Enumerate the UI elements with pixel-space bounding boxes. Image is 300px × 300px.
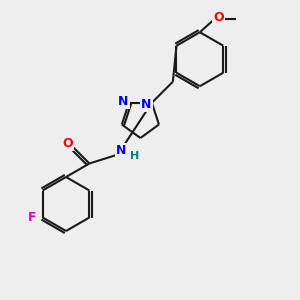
Text: O: O [213,11,224,24]
Text: O: O [62,137,73,150]
Text: H: H [130,151,139,161]
Text: N: N [116,144,127,158]
Text: N: N [118,95,129,108]
Text: N: N [141,98,152,111]
Text: F: F [28,211,36,224]
